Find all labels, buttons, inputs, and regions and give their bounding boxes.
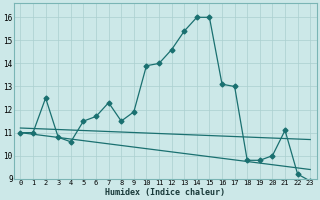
X-axis label: Humidex (Indice chaleur): Humidex (Indice chaleur) bbox=[105, 188, 225, 197]
